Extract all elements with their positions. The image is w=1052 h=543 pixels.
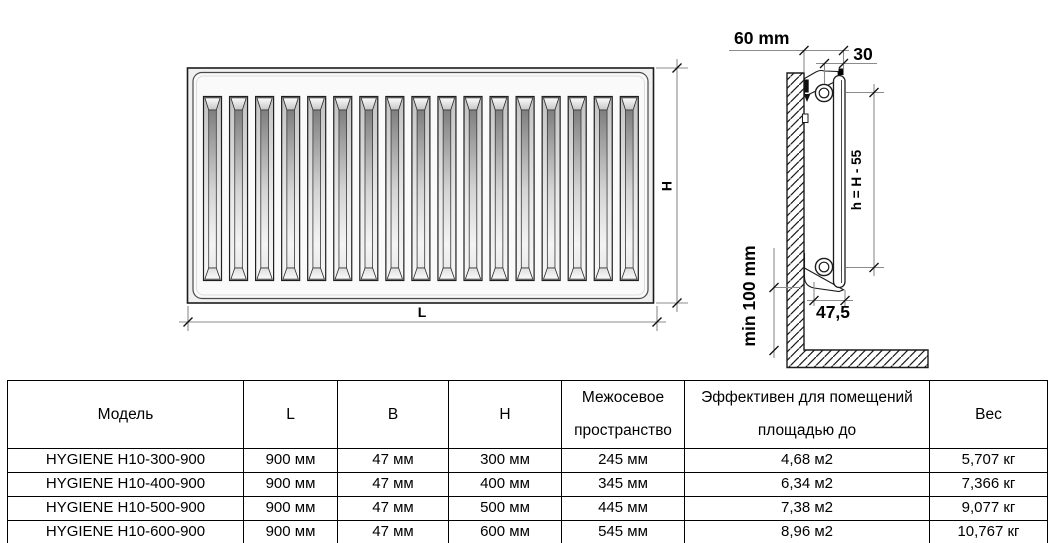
table-row: HYGIENE H10-600-900 900 мм 47 мм 600 мм … — [7, 519, 1048, 543]
header-weight: Вес — [929, 380, 1048, 449]
cell-axis-spacing: 245 мм — [561, 447, 685, 473]
radiator-groove — [228, 95, 249, 282]
depth-label: 47,5 — [816, 302, 850, 322]
cell-weight: 7,366 кг — [929, 471, 1048, 497]
floor-clearance-label: min 100 mm — [739, 245, 759, 346]
wall-clip — [802, 113, 809, 123]
cell-length: 900 мм — [243, 519, 338, 543]
cell-weight: 9,077 кг — [929, 495, 1048, 521]
wall-distance-label: 60 mm — [734, 28, 789, 48]
side-view-dimensions — [729, 49, 884, 358]
cell-width: 47 мм — [337, 519, 449, 543]
header-model: Модель — [7, 380, 244, 449]
table-row: HYGIENE H10-400-900 900 мм 47 мм 400 мм … — [7, 471, 1048, 497]
cell-weight: 10,767 кг — [929, 519, 1048, 543]
radiator-groove — [567, 95, 587, 282]
radiator-groove — [463, 95, 483, 282]
radiator-groove — [593, 95, 613, 282]
length-dimension-label: L — [418, 304, 427, 320]
cell-width: 47 мм — [337, 447, 449, 473]
table-row: HYGIENE H10-500-900 900 мм 47 мм 500 мм … — [7, 495, 1048, 521]
front-view-dimensions — [179, 59, 688, 331]
side-view — [786, 68, 929, 369]
cell-weight: 5,707 кг — [929, 447, 1048, 473]
panel-face-highlight — [196, 75, 645, 296]
header-axis-spacing: Межосевое пространство — [561, 380, 685, 449]
cell-effective-area: 8,96 м2 — [684, 519, 930, 543]
header-effective-area: Эффективен для помещений площадью до — [684, 380, 930, 449]
cell-axis-spacing: 545 мм — [561, 519, 685, 543]
bracket-arrow — [803, 94, 811, 102]
panel-grooves — [202, 95, 639, 282]
radiator-groove — [202, 95, 223, 282]
cell-height: 600 мм — [448, 519, 562, 543]
radiator-groove — [411, 95, 431, 282]
cell-length: 900 мм — [243, 471, 338, 497]
radiator-groove — [307, 95, 327, 282]
axis-height-label: h = H - 55 — [849, 149, 864, 210]
radiator-groove — [333, 95, 353, 282]
cell-height: 400 мм — [448, 471, 562, 497]
radiator-technical-drawing: H L — [179, 28, 929, 369]
bottom-bracket — [803, 253, 845, 293]
radiator-groove — [359, 95, 379, 282]
table-header-row: Модель L B H Межосевое пространство Эффе… — [7, 380, 1048, 449]
radiator-groove — [437, 95, 457, 282]
top-pipe-connection-bore — [818, 87, 830, 99]
radiator-spec-table: Модель L B H Межосевое пространство Эффе… — [7, 380, 1048, 543]
front-view — [186, 67, 655, 304]
height-dimension-label: H — [659, 181, 675, 191]
cell-height: 500 мм — [448, 495, 562, 521]
cell-length: 900 мм — [243, 447, 338, 473]
cell-effective-area: 7,38 м2 — [684, 495, 930, 521]
cell-model: HYGIENE H10-300-900 — [7, 447, 244, 473]
cell-height: 300 мм — [448, 447, 562, 473]
cell-effective-area: 4,68 м2 — [684, 447, 930, 473]
radiator-groove — [541, 95, 561, 282]
bottom-pipe-connection-bore — [818, 261, 830, 273]
cell-axis-spacing: 345 мм — [561, 471, 685, 497]
radiator-groove — [255, 95, 275, 282]
bracket-offset-label: 30 — [853, 44, 873, 64]
header-length: L — [243, 380, 338, 449]
cell-model: HYGIENE H10-600-900 — [7, 519, 244, 543]
wall-and-floor — [786, 72, 929, 369]
cell-model: HYGIENE H10-500-900 — [7, 495, 244, 521]
table-row: HYGIENE H10-300-900 900 мм 47 мм 300 мм … — [7, 447, 1048, 473]
bracket-hook — [838, 68, 844, 75]
cell-axis-spacing: 445 мм — [561, 495, 685, 521]
radiator-groove — [489, 95, 509, 282]
radiator-groove — [515, 95, 535, 282]
cell-width: 47 мм — [337, 471, 449, 497]
radiator-groove — [619, 95, 639, 282]
header-width: B — [337, 380, 449, 449]
panel-profile — [832, 74, 846, 289]
header-height: H — [448, 380, 562, 449]
radiator-groove — [281, 95, 301, 282]
cell-model: HYGIENE H10-400-900 — [7, 471, 244, 497]
radiator-groove — [385, 95, 405, 282]
dimension-ticks-front — [183, 63, 682, 327]
cell-effective-area: 6,34 м2 — [684, 471, 930, 497]
cell-width: 47 мм — [337, 495, 449, 521]
dimension-ticks-side — [769, 45, 879, 356]
bracket-anchor — [804, 79, 809, 93]
cell-length: 900 мм — [243, 495, 338, 521]
